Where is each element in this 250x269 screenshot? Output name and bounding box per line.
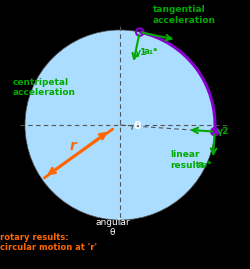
Text: rotary results:
circular motion at 'r': rotary results: circular motion at 'r' xyxy=(0,233,97,252)
Text: a₁ᵃ: a₁ᵃ xyxy=(144,47,158,56)
Text: r: r xyxy=(70,139,77,153)
Text: angular
θ: angular θ xyxy=(95,218,130,237)
Text: γ1: γ1 xyxy=(135,48,147,56)
Circle shape xyxy=(25,30,215,220)
Text: θ: θ xyxy=(134,121,141,131)
Text: a₂ᵃ: a₂ᵃ xyxy=(197,160,212,169)
Text: linear
results: linear results xyxy=(170,150,205,169)
Text: γ2: γ2 xyxy=(217,127,230,136)
Text: tangential
acceleration: tangential acceleration xyxy=(152,5,216,24)
Circle shape xyxy=(211,128,219,136)
Text: centripetal
acceleration: centripetal acceleration xyxy=(12,78,76,97)
